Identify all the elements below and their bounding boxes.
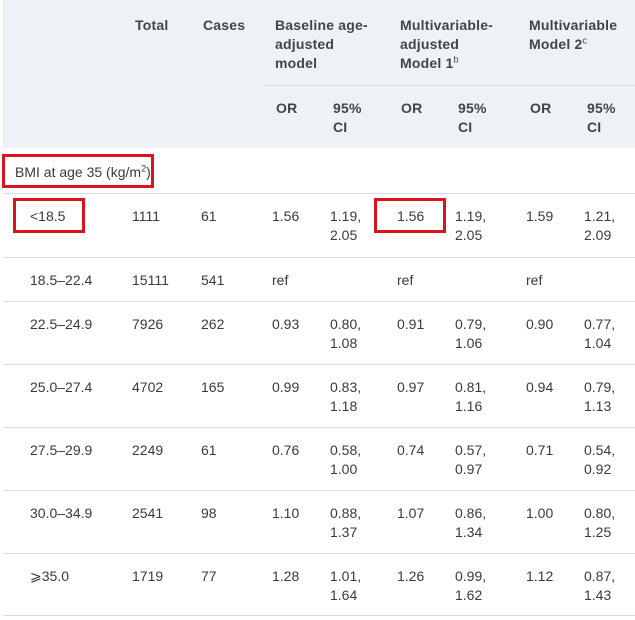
row-divider: [3, 257, 635, 258]
cell-ci3: 0.80, 1.25: [584, 505, 616, 540]
cell-cases: 541: [201, 272, 225, 288]
row-divider: [3, 364, 635, 365]
cell-or3: 1.12: [526, 568, 554, 584]
header-ci-2: 95% CI: [458, 100, 487, 135]
highlight-box-section: [2, 154, 154, 188]
cell-or1: 1.56: [272, 208, 300, 224]
cell-or3: 0.94: [526, 379, 554, 395]
header-ci-1: 95% CI: [333, 100, 362, 135]
header-divider: [262, 85, 635, 86]
cell-or2: 0.74: [397, 442, 425, 458]
cell-total: 4702: [132, 379, 164, 395]
cell-total: 2249: [132, 442, 164, 458]
cell-or3: ref: [526, 272, 543, 288]
cell-ci1: 0.58, 1.00: [330, 442, 362, 477]
cell-or1: 1.28: [272, 568, 300, 584]
highlight-box-or: [374, 198, 446, 233]
cell-bmi: 18.5–22.4: [30, 272, 93, 288]
cell-ci1: 1.19, 2.05: [330, 208, 362, 243]
header-or-3: OR: [530, 100, 552, 116]
header-model-1-text: Multivariable- adjusted Model 1: [400, 17, 494, 71]
cell-or1: 0.76: [272, 442, 300, 458]
cell-ci2: 1.19, 2.05: [455, 208, 487, 243]
section-label: BMI at age 35 (kg/m2): [15, 163, 151, 182]
header-or-2: OR: [401, 100, 423, 116]
cell-ci3: 0.54, 0.92: [584, 442, 616, 477]
cell-total: 1719: [132, 568, 164, 584]
cell-total: 1111: [132, 208, 161, 224]
header-model-2: Multivariable Model 2c: [529, 16, 617, 54]
cell-cases: 61: [201, 442, 217, 458]
cell-total: 2541: [132, 505, 164, 521]
cell-total: 7926: [132, 316, 164, 332]
cell-or1: 0.99: [272, 379, 300, 395]
cell-ci2: 0.79, 1.06: [455, 316, 487, 351]
cell-cases: 61: [201, 208, 217, 224]
cell-bmi: 25.0–27.4: [30, 379, 93, 395]
row-divider: [3, 301, 635, 302]
cell-ci3: 0.79, 1.13: [584, 379, 616, 414]
cell-ci3: 0.87, 1.43: [584, 568, 616, 603]
section-label-sup: 2: [141, 163, 147, 174]
cell-or2: 1.07: [397, 505, 425, 521]
header-baseline-model: Baseline age- adjusted model: [275, 17, 368, 71]
cell-or1: ref: [272, 272, 289, 288]
cell-or1: 0.93: [272, 316, 300, 332]
cell-cases: 98: [201, 505, 217, 521]
row-divider: [3, 553, 635, 554]
header-or-1: OR: [276, 100, 298, 116]
cell-ci2: 0.81, 1.16: [455, 379, 487, 414]
cell-or2: ref: [397, 272, 414, 288]
cell-ci2: 0.57, 0.97: [455, 442, 487, 477]
cell-cases: 262: [201, 316, 225, 332]
cell-ci2: 0.86, 1.34: [455, 505, 487, 540]
cell-bmi: <18.5: [30, 208, 66, 224]
footnote-b: b: [453, 54, 459, 65]
cell-cases: 165: [201, 379, 225, 395]
cell-ci1: 1.01, 1.64: [330, 568, 362, 603]
section-label-end: ): [146, 164, 151, 180]
cell-or1: 1.10: [272, 505, 300, 521]
cell-ci2: 0.99, 1.62: [455, 568, 487, 603]
footnote-c: c: [582, 35, 588, 46]
header-model-1: Multivariable- adjusted Model 1b: [400, 16, 493, 73]
cell-ci3: 0.77, 1.04: [584, 316, 616, 351]
cell-ci1: 0.83, 1.18: [330, 379, 362, 414]
highlight-box-bmi: [13, 198, 85, 233]
cell-ci1: 0.80, 1.08: [330, 316, 362, 351]
cell-bmi: 27.5–29.9: [30, 442, 93, 458]
cell-or2: 0.97: [397, 379, 425, 395]
cell-bmi: 30.0–34.9: [30, 505, 93, 521]
row-divider: [3, 427, 635, 428]
cell-or3: 1.00: [526, 505, 554, 521]
cell-total: 15111: [132, 272, 169, 288]
cell-bmi: 22.5–24.9: [30, 316, 93, 332]
cell-or2: 1.56: [397, 208, 425, 224]
cell-cases: 77: [201, 568, 217, 584]
row-divider: [3, 615, 635, 616]
cell-or3: 0.90: [526, 316, 554, 332]
header-model-2-text: Multivariable Model 2: [529, 17, 618, 52]
cell-bmi: ⩾35.0: [30, 568, 69, 584]
header-ci-3: 95% CI: [587, 100, 616, 135]
header-total: Total: [135, 17, 169, 33]
header-cases: Cases: [203, 17, 246, 33]
cell-or2: 1.26: [397, 568, 425, 584]
row-divider: [3, 490, 635, 491]
cell-or3: 0.71: [526, 442, 554, 458]
cell-or3: 1.59: [526, 208, 554, 224]
cell-ci3: 1.21, 2.09: [584, 208, 616, 243]
cell-ci1: 0.88, 1.37: [330, 505, 362, 540]
row-divider: [3, 193, 635, 194]
table-header-background: [3, 0, 635, 148]
cell-or2: 0.91: [397, 316, 425, 332]
section-label-text: BMI at age 35 (kg/m: [15, 164, 142, 180]
